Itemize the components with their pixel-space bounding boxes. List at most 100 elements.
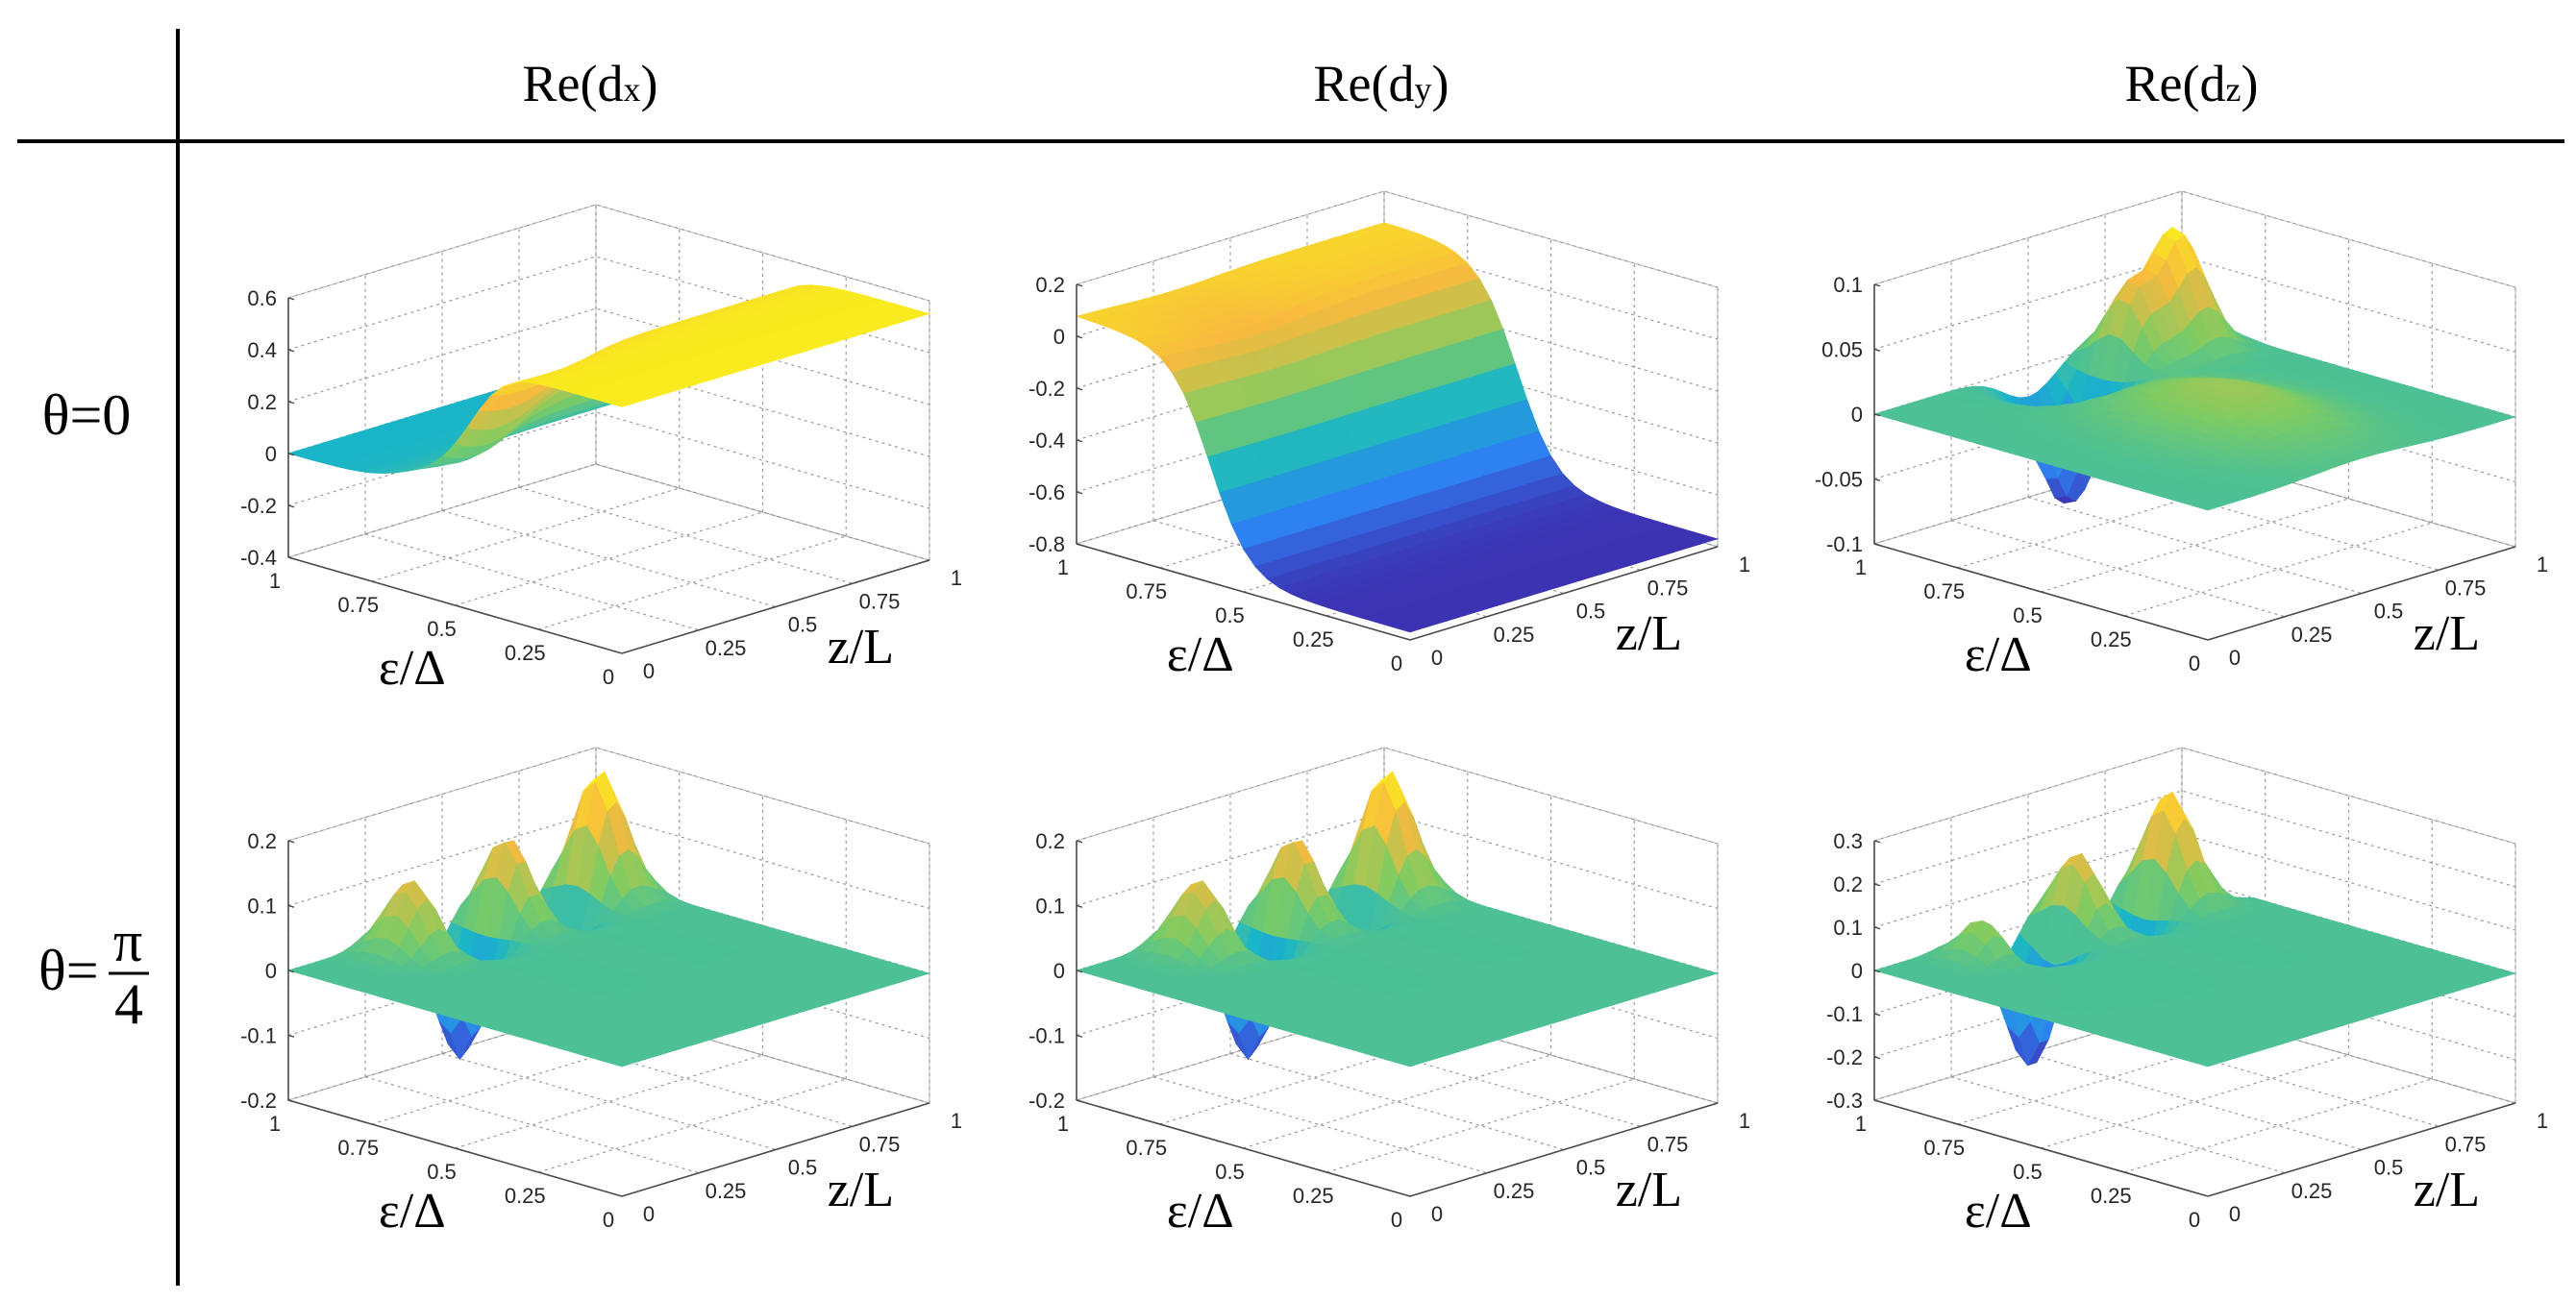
y-tick-label: 0.75 xyxy=(859,589,901,613)
grid-line xyxy=(287,747,930,845)
x-axis-title: ε/Δ xyxy=(1167,627,1234,682)
grid-line xyxy=(1076,398,1719,496)
z-tick xyxy=(287,297,295,301)
z-tick xyxy=(1873,478,1881,481)
y-tick-label: 0.25 xyxy=(706,636,747,660)
y-axis-line xyxy=(2207,546,2516,641)
y-tick-label: 0 xyxy=(643,1202,655,1226)
z-tick-label: 0.05 xyxy=(1821,338,1863,362)
grid-line xyxy=(1873,384,2516,483)
column-title-2: Re(dy) xyxy=(1314,55,1449,112)
surface-panel-2: 0.20-0.2-0.4-0.6-0.810.750.50.250 00.250.… xyxy=(1028,190,1750,682)
surface-mesh xyxy=(286,284,931,475)
x-axis-line xyxy=(287,556,623,654)
z-tick-label: 0.2 xyxy=(247,829,277,853)
y-axis-line xyxy=(1409,546,1719,641)
y-tick-label: 1 xyxy=(951,566,962,590)
y-tick-label: 0.25 xyxy=(706,1179,747,1203)
z-tick xyxy=(1873,543,1881,547)
surface-panel-4: 0.20.10-0.1-0.210.750.50.250 00.250.50.75… xyxy=(240,747,962,1239)
z-tick-label: 0.6 xyxy=(247,286,277,310)
x-tick-label: 0 xyxy=(1391,651,1402,675)
y-tick-label: 0 xyxy=(643,659,655,683)
x-tick-label: 0.25 xyxy=(1293,627,1334,651)
x-tick-label: 0.5 xyxy=(2013,603,2043,627)
z-tick-label: 0 xyxy=(265,442,277,466)
z-tick xyxy=(287,504,295,508)
grid-line xyxy=(1076,190,1719,288)
z-tick xyxy=(287,401,295,405)
grid-line xyxy=(287,463,930,561)
x-tick-label: 0.5 xyxy=(427,617,457,641)
z-tick-label: -0.2 xyxy=(240,1089,277,1113)
y-tick-label: 0.75 xyxy=(2445,576,2487,600)
grid-line xyxy=(1076,346,1719,444)
x-tick-label: 0.75 xyxy=(1126,579,1167,603)
z-tick xyxy=(1076,335,1083,339)
z-tick xyxy=(1076,387,1083,391)
grid-line xyxy=(287,307,930,405)
y-axis-title: z/L xyxy=(1616,606,1682,661)
z-tick-label: -0.4 xyxy=(1028,429,1065,453)
z-tick-label: 0 xyxy=(1851,403,1863,427)
y-axis-line xyxy=(621,559,930,654)
surface-patch xyxy=(608,400,632,407)
surface-mesh xyxy=(1075,222,1720,633)
z-tick-label: -0.2 xyxy=(240,494,277,518)
column-title-1: Re(dx) xyxy=(523,55,658,112)
z-tick-label: -0.8 xyxy=(1028,532,1065,556)
z-tick-label: 0 xyxy=(265,959,277,983)
row-title-2-numerator: π xyxy=(113,910,142,973)
x-tick-label: 0.25 xyxy=(2091,627,2132,651)
z-tick-label: -0.6 xyxy=(1028,480,1065,504)
grid-line xyxy=(287,359,930,457)
z-tick xyxy=(1076,491,1083,495)
grid-line xyxy=(287,1006,930,1104)
row-title-1: θ=0 xyxy=(42,383,132,447)
surface-mesh xyxy=(286,771,931,1068)
x-axis-line xyxy=(1873,543,2209,641)
z-tick-label: 0.1 xyxy=(1833,273,1863,297)
x-tick-label: 1 xyxy=(269,1112,281,1136)
z-tick-label: -0.1 xyxy=(1826,532,1863,556)
z-tick-label: 0.2 xyxy=(247,390,277,414)
surface-mesh xyxy=(1872,226,2517,511)
y-tick-label: 0.5 xyxy=(788,1156,818,1180)
z-tick xyxy=(287,349,295,353)
y-axis-title: z/L xyxy=(828,1163,894,1217)
x-tick-label: 1 xyxy=(269,569,281,593)
surface-patch xyxy=(2194,503,2218,511)
grid-line xyxy=(287,411,930,509)
y-tick-label: 1 xyxy=(2537,552,2548,577)
y-tick-label: 1 xyxy=(1739,552,1750,577)
z-tick xyxy=(287,453,295,456)
y-axis-title: z/L xyxy=(2414,606,2480,661)
z-tick-label: 0.1 xyxy=(247,895,277,919)
grid-line xyxy=(287,811,930,910)
x-tick-label: 0 xyxy=(603,1208,614,1232)
x-tick-label: 0.75 xyxy=(337,593,379,617)
grid-line xyxy=(1076,242,1719,340)
y-axis-title: z/L xyxy=(828,620,894,675)
z-tick-label: -0.05 xyxy=(1815,468,1863,492)
z-tick-label: -0.1 xyxy=(240,1024,277,1048)
x-tick-label: 0.5 xyxy=(1215,603,1245,627)
x-axis-title: ε/Δ xyxy=(379,641,446,696)
x-tick-label: 0.75 xyxy=(337,1136,379,1160)
z-tick xyxy=(1076,283,1083,287)
row-title-2-denominator: 4 xyxy=(114,972,143,1036)
y-tick-label: 0.5 xyxy=(1576,600,1606,624)
z-tick-label: -0.2 xyxy=(1028,377,1065,401)
column-title-3: Re(dz) xyxy=(2125,55,2259,112)
y-tick-label: 0 xyxy=(1431,646,1443,670)
y-tick-label: 0.25 xyxy=(2291,623,2333,647)
surface-panel-1: 0.60.40.20-0.2-0.410.750.50.250 00.250.50… xyxy=(240,204,962,696)
x-axis-title: ε/Δ xyxy=(1965,627,2032,682)
grid-line xyxy=(1076,294,1719,392)
z-tick xyxy=(1873,348,1881,352)
z-tick-label: -0.4 xyxy=(240,546,277,570)
x-tick-label: 1 xyxy=(1855,555,1867,579)
z-tick xyxy=(287,556,295,560)
z-tick-label: 0.4 xyxy=(247,338,277,362)
